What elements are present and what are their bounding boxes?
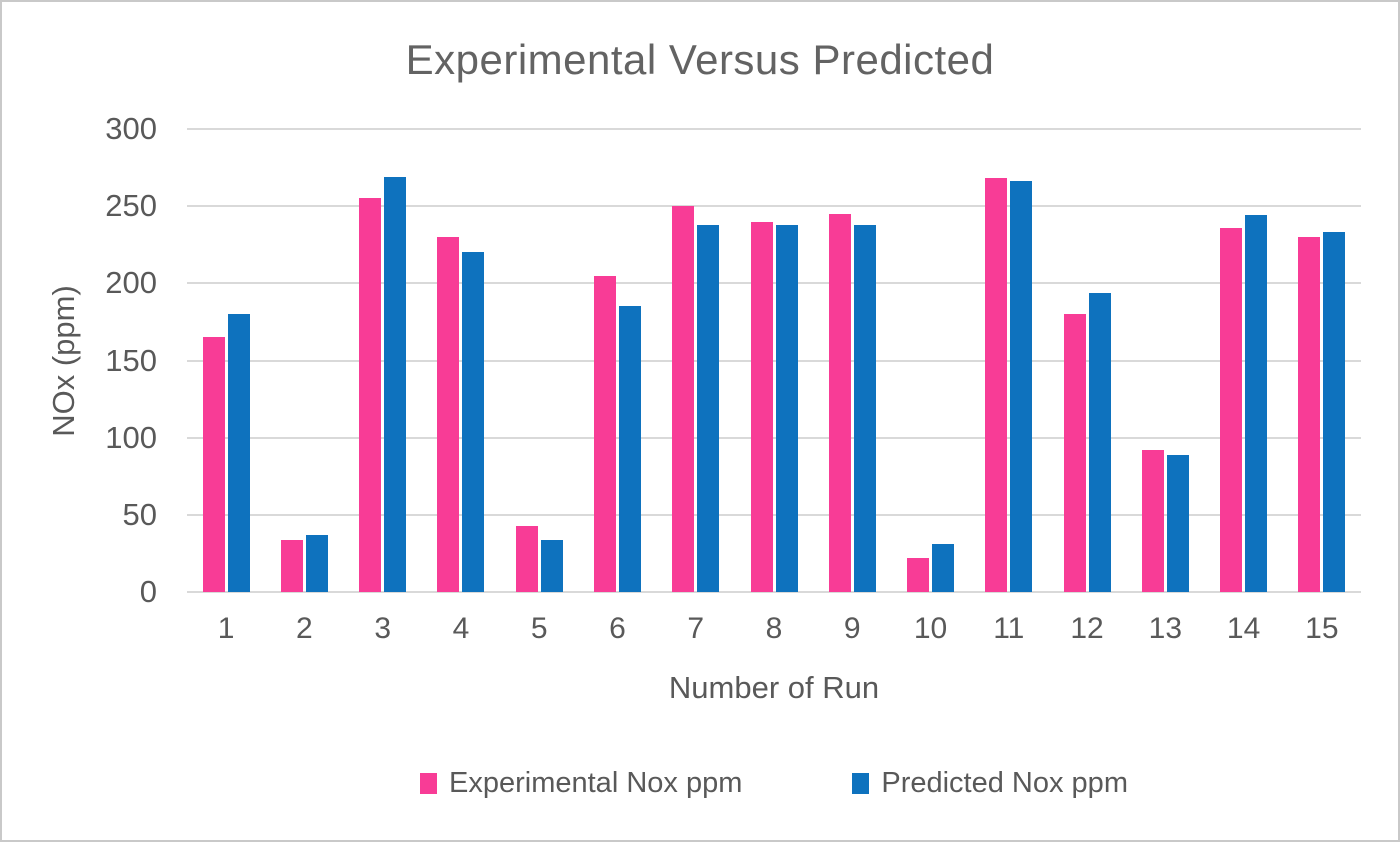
bar-predicted-run-8 — [775, 224, 798, 592]
legend-label-predicted: Predicted Nox ppm — [881, 767, 1128, 799]
bar-predicted-run-11 — [1010, 181, 1033, 592]
bar-predicted-run-7 — [697, 224, 720, 592]
bar-predicted-run-13 — [1166, 454, 1189, 592]
predicted-series-swatch-icon — [852, 773, 870, 794]
bar-predicted-run-2 — [305, 534, 328, 592]
gridline-y-300 — [187, 128, 1361, 130]
bar-predicted-run-9 — [853, 224, 876, 592]
bar-experimental-run-8 — [750, 221, 773, 592]
x-tick-label-10: 10 — [913, 612, 948, 645]
x-tick-label-9: 9 — [843, 612, 861, 645]
x-tick-label-6: 6 — [609, 612, 626, 645]
gridline-y-250 — [187, 205, 1361, 208]
x-tick-label-12: 12 — [1070, 612, 1104, 645]
x-axis-line — [187, 591, 1361, 593]
gridline-y-150 — [187, 359, 1361, 362]
gridline-y-50 — [187, 513, 1361, 516]
x-tick-label-5: 5 — [530, 612, 548, 645]
x-tick-label-7: 7 — [687, 612, 705, 645]
experimental-series-swatch-icon — [420, 773, 438, 794]
bar-experimental-run-7 — [672, 206, 695, 592]
x-tick-label-3: 3 — [374, 612, 391, 645]
x-tick-label-11: 11 — [993, 612, 1025, 645]
bar-experimental-run-13 — [1141, 450, 1164, 592]
bar-experimental-run-9 — [828, 213, 851, 592]
x-tick-label-15: 15 — [1305, 612, 1339, 645]
x-tick-label-14: 14 — [1226, 612, 1261, 645]
bar-predicted-run-14 — [1245, 215, 1268, 592]
x-tick-label-1: 1 — [217, 612, 235, 645]
bar-experimental-run-6 — [593, 275, 616, 592]
bar-predicted-run-5 — [540, 539, 563, 592]
y-tick-label-150: 150 — [105, 342, 157, 378]
y-tick-label-100: 100 — [105, 419, 157, 455]
x-tick-label-13: 13 — [1148, 612, 1183, 645]
bar-predicted-run-10 — [932, 544, 955, 592]
gridline-y-100 — [187, 436, 1361, 439]
x-axis-title: Number of Run — [668, 670, 880, 705]
bar-experimental-run-10 — [907, 558, 930, 592]
bar-experimental-run-1 — [202, 337, 225, 592]
bar-predicted-run-4 — [462, 252, 485, 592]
bar-predicted-run-6 — [618, 306, 641, 592]
y-tick-label-250: 250 — [105, 188, 157, 224]
bar-experimental-run-3 — [359, 198, 382, 592]
y-tick-label-200: 200 — [105, 265, 157, 301]
legend: Experimental Nox ppm Predicted Nox ppm — [187, 767, 1361, 800]
bar-experimental-run-15 — [1298, 237, 1321, 592]
bar-predicted-run-3 — [384, 176, 407, 592]
bar-experimental-run-11 — [985, 178, 1008, 592]
legend-item-experimental: Experimental Nox ppm — [420, 767, 742, 800]
y-tick-label-50: 50 — [122, 496, 157, 532]
x-tick-label-2: 2 — [296, 612, 313, 645]
bar-predicted-run-1 — [227, 314, 250, 592]
gridline-y-200 — [187, 282, 1361, 285]
bar-experimental-run-12 — [1063, 314, 1086, 592]
bar-experimental-run-2 — [280, 539, 303, 592]
x-tick-label-8: 8 — [765, 612, 783, 645]
legend-item-predicted: Predicted Nox ppm — [852, 767, 1128, 800]
bar-experimental-run-14 — [1220, 227, 1243, 592]
x-tick-label-4: 4 — [452, 612, 470, 645]
legend-label-experimental: Experimental Nox ppm — [449, 767, 743, 799]
bar-experimental-run-4 — [437, 237, 460, 592]
bar-predicted-run-12 — [1088, 292, 1111, 592]
y-tick-label-0: 0 — [139, 574, 157, 609]
y-tick-label-300: 300 — [105, 111, 157, 146]
bar-predicted-run-15 — [1323, 232, 1346, 592]
chart-title: Experimental Versus Predicted — [405, 36, 995, 83]
bar-experimental-run-5 — [515, 525, 538, 592]
